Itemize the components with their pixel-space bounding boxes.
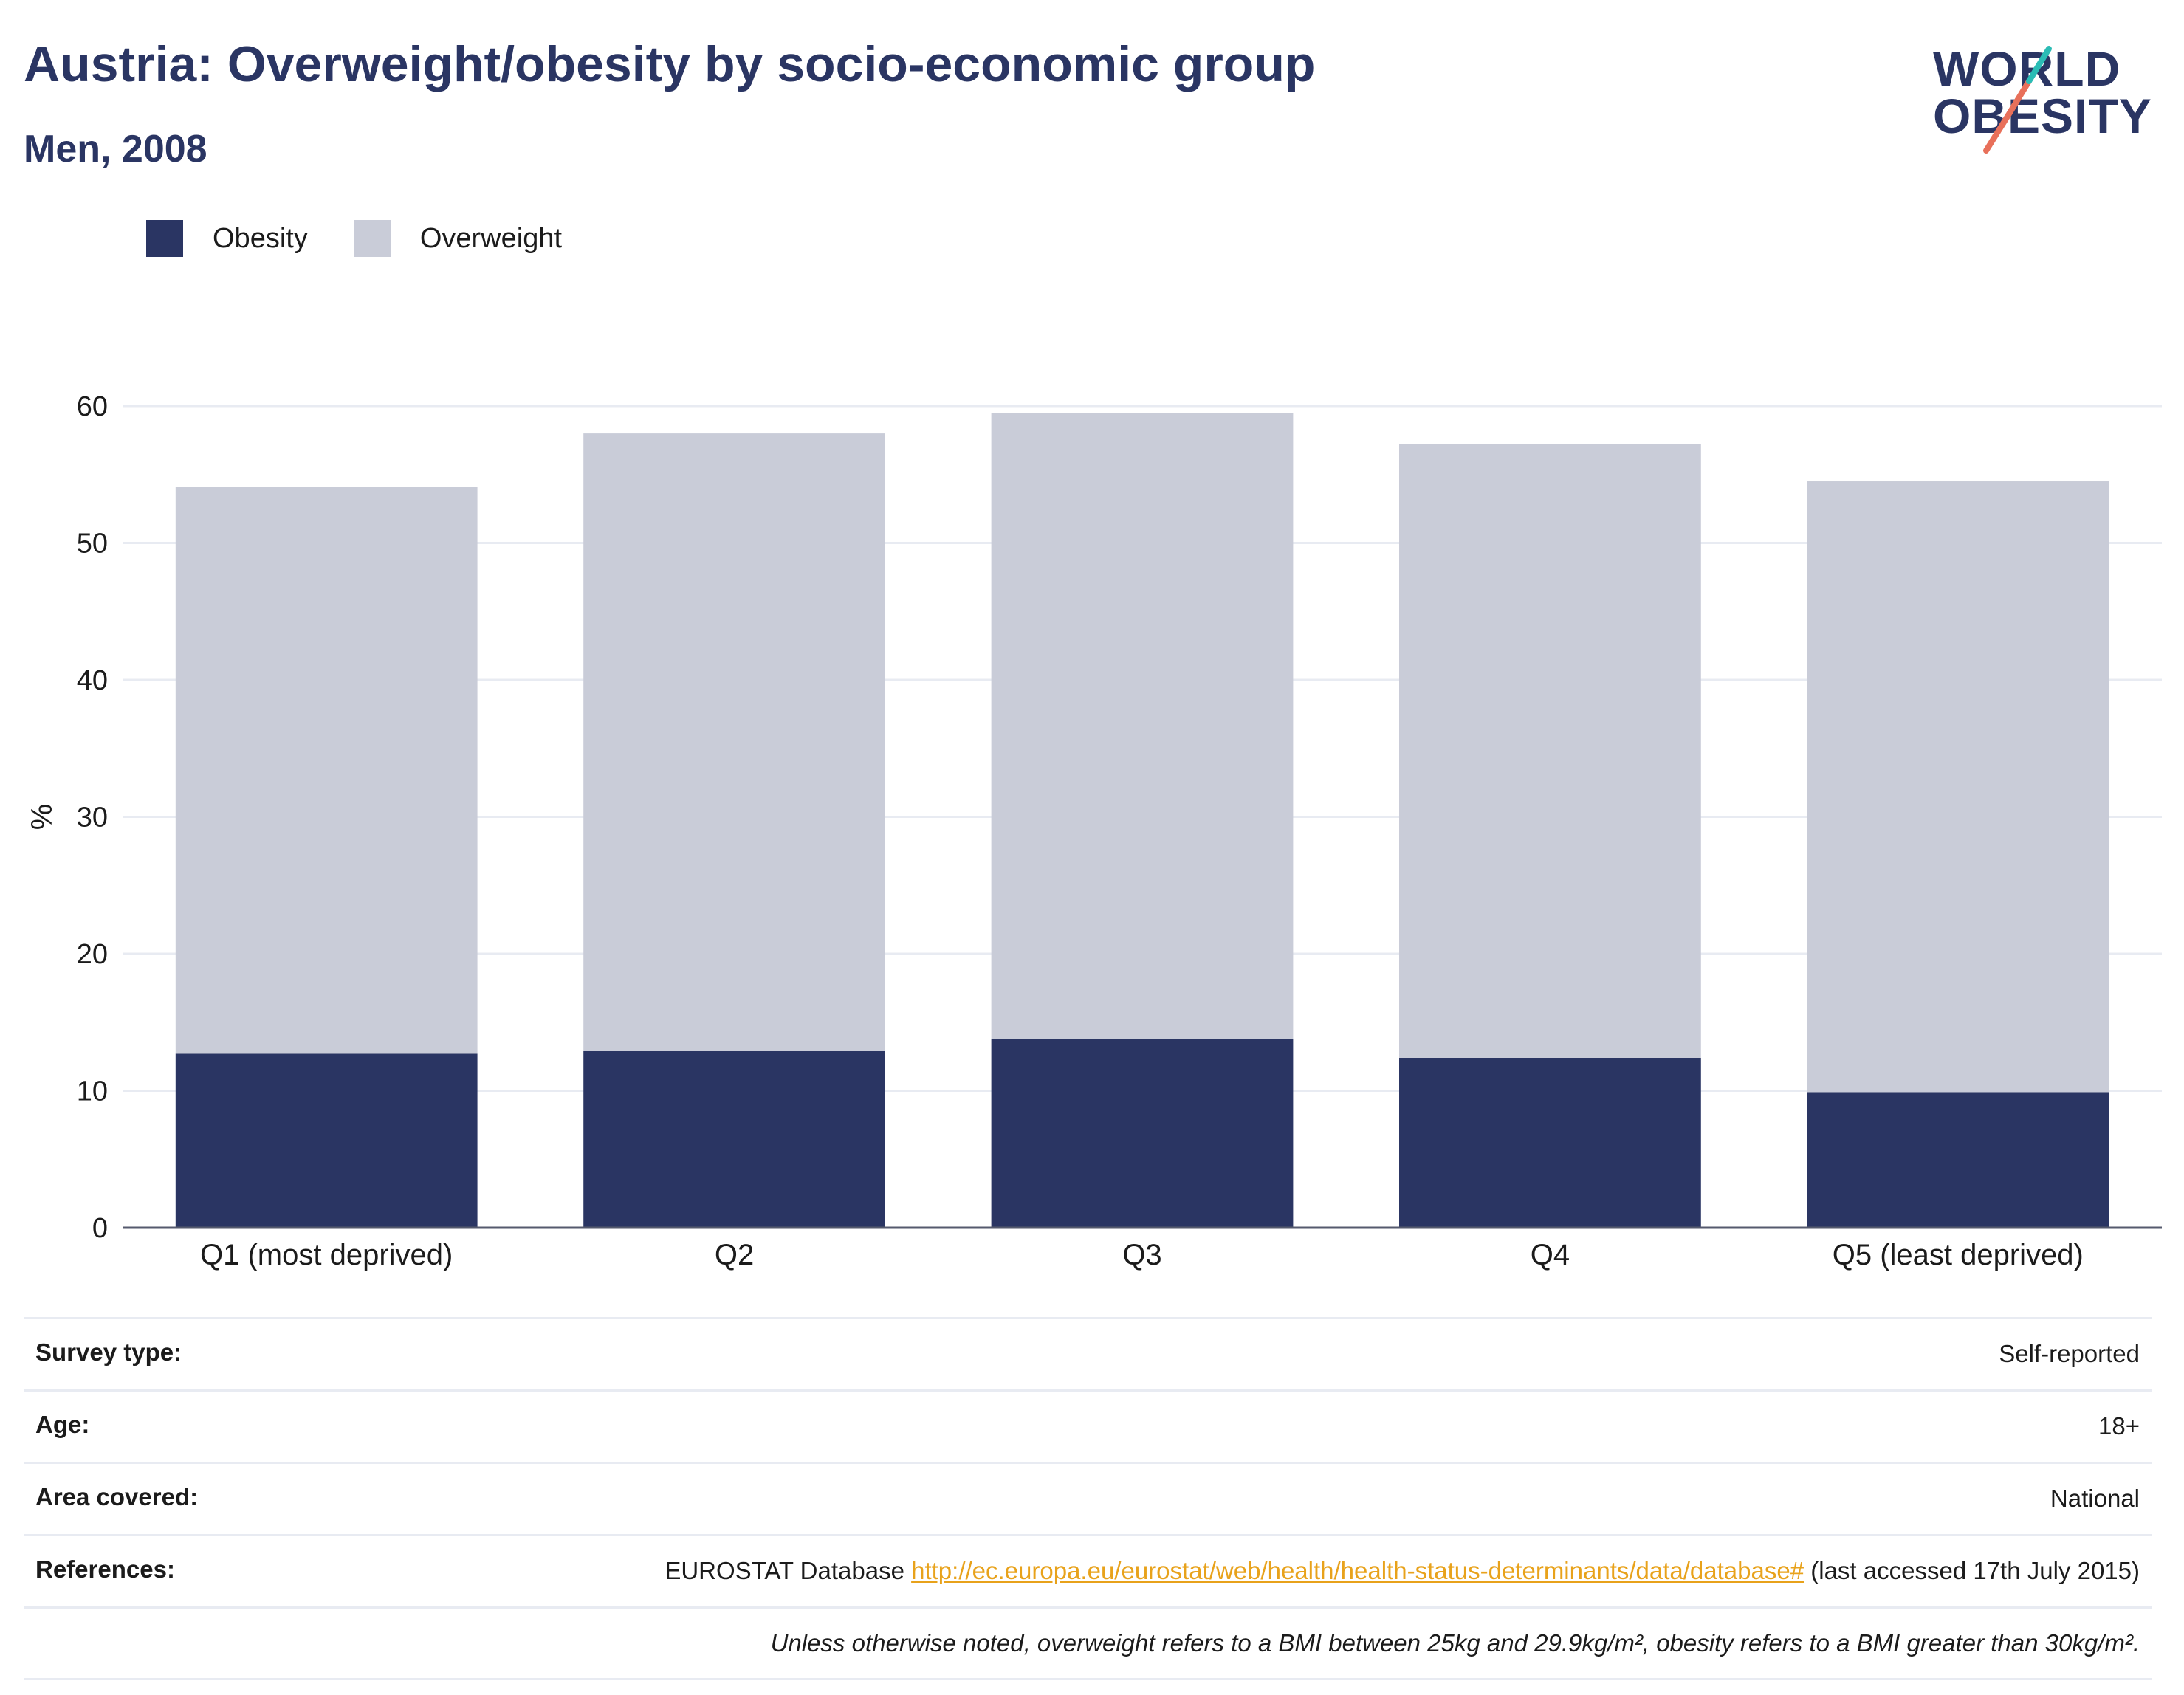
- references-suffix: (last accessed 17th July 2015): [1810, 1556, 2140, 1584]
- info-row-survey-type: Survey type: Self-reported: [24, 1319, 2152, 1392]
- y-axis-title: %: [26, 804, 58, 831]
- references-link[interactable]: http://ec.europa.eu/eurostat/web/health/…: [911, 1556, 1804, 1584]
- bar-overweight-2[interactable]: [583, 433, 885, 1051]
- world-obesity-logo: WORLD OBESITY: [1920, 34, 2171, 159]
- y-tick-label: 0: [92, 1213, 108, 1244]
- bar-obesity-4[interactable]: [1399, 1057, 1701, 1228]
- legend-item-obesity[interactable]: Obesity: [146, 220, 308, 257]
- bar-chart: 0 10 20 30 40 50 60 Q1 (most deprived) Q2 Q3 Q4 Q5 …: [26, 391, 2162, 1271]
- bar-overweight-3[interactable]: [991, 413, 1294, 1039]
- bar-obesity-1[interactable]: [175, 1053, 478, 1228]
- info-row-note: Unless otherwise noted, overweight refer…: [24, 1609, 2152, 1681]
- bar-obesity-5[interactable]: [1807, 1092, 2109, 1228]
- x-category-label: Q5 (least deprived): [1833, 1239, 2084, 1271]
- chart-legend: Obesity Overweight: [146, 220, 608, 257]
- info-row-references: References: EUROSTAT Database http://ec.…: [24, 1536, 2152, 1609]
- info-row-area: Area covered: National: [24, 1464, 2152, 1536]
- logo-line-2: OBESITY: [1933, 89, 2152, 143]
- x-category-label: Q4: [1531, 1239, 1570, 1271]
- bar-overweight-5[interactable]: [1807, 481, 2109, 1093]
- survey-type-label: Survey type:: [35, 1338, 182, 1366]
- legend-swatch-obesity: [146, 220, 183, 257]
- y-tick-label: 50: [77, 529, 108, 560]
- legend-label-overweight: Overweight: [419, 222, 563, 254]
- y-tick-label: 30: [77, 802, 108, 833]
- references-value: EUROSTAT Database http://ec.europa.eu/eu…: [665, 1555, 2140, 1587]
- bar-overweight-1[interactable]: [175, 487, 478, 1054]
- legend-label-obesity: Obesity: [213, 222, 308, 254]
- info-row-age: Age: 18+: [24, 1392, 2152, 1464]
- area-label: Area covered:: [35, 1482, 199, 1510]
- references-label: References:: [35, 1555, 175, 1583]
- chart-title: Austria: Overweight/obesity by socio-eco…: [24, 36, 1316, 92]
- x-category-label: Q2: [715, 1239, 754, 1271]
- legend-item-overweight[interactable]: Overweight: [353, 220, 563, 257]
- definition-note: Unless otherwise noted, overweight refer…: [770, 1629, 2140, 1657]
- y-tick-label: 60: [77, 391, 108, 422]
- axis-labels: 0 10 20 30 40 50 60 Q1 (most deprived) Q2 Q3 Q4 Q5 …: [26, 391, 2084, 1271]
- bar-obesity-3[interactable]: [991, 1039, 1294, 1228]
- y-tick-label: 10: [77, 1076, 108, 1107]
- info-table: Survey type: Self-reported Age: 18+ Area…: [24, 1317, 2152, 1681]
- y-tick-label: 40: [77, 665, 108, 696]
- age-label: Age:: [35, 1410, 90, 1438]
- logo-slash-icon: [1983, 46, 2052, 154]
- bar-overweight-4[interactable]: [1399, 444, 1701, 1058]
- x-category-label: Q1 (most deprived): [200, 1239, 453, 1271]
- x-category-label: Q3: [1122, 1239, 1161, 1271]
- legend-swatch-overweight: [353, 220, 391, 257]
- survey-type-value: Self-reported: [1999, 1340, 2140, 1367]
- area-value: National: [2050, 1484, 2140, 1512]
- bar-obesity-2[interactable]: [583, 1051, 885, 1228]
- chart-subtitle: Men, 2008: [24, 128, 207, 171]
- references-prefix: EUROSTAT Database: [665, 1556, 904, 1584]
- y-tick-label: 20: [77, 939, 108, 970]
- age-value: 18+: [2098, 1412, 2140, 1440]
- bars: [175, 413, 2109, 1228]
